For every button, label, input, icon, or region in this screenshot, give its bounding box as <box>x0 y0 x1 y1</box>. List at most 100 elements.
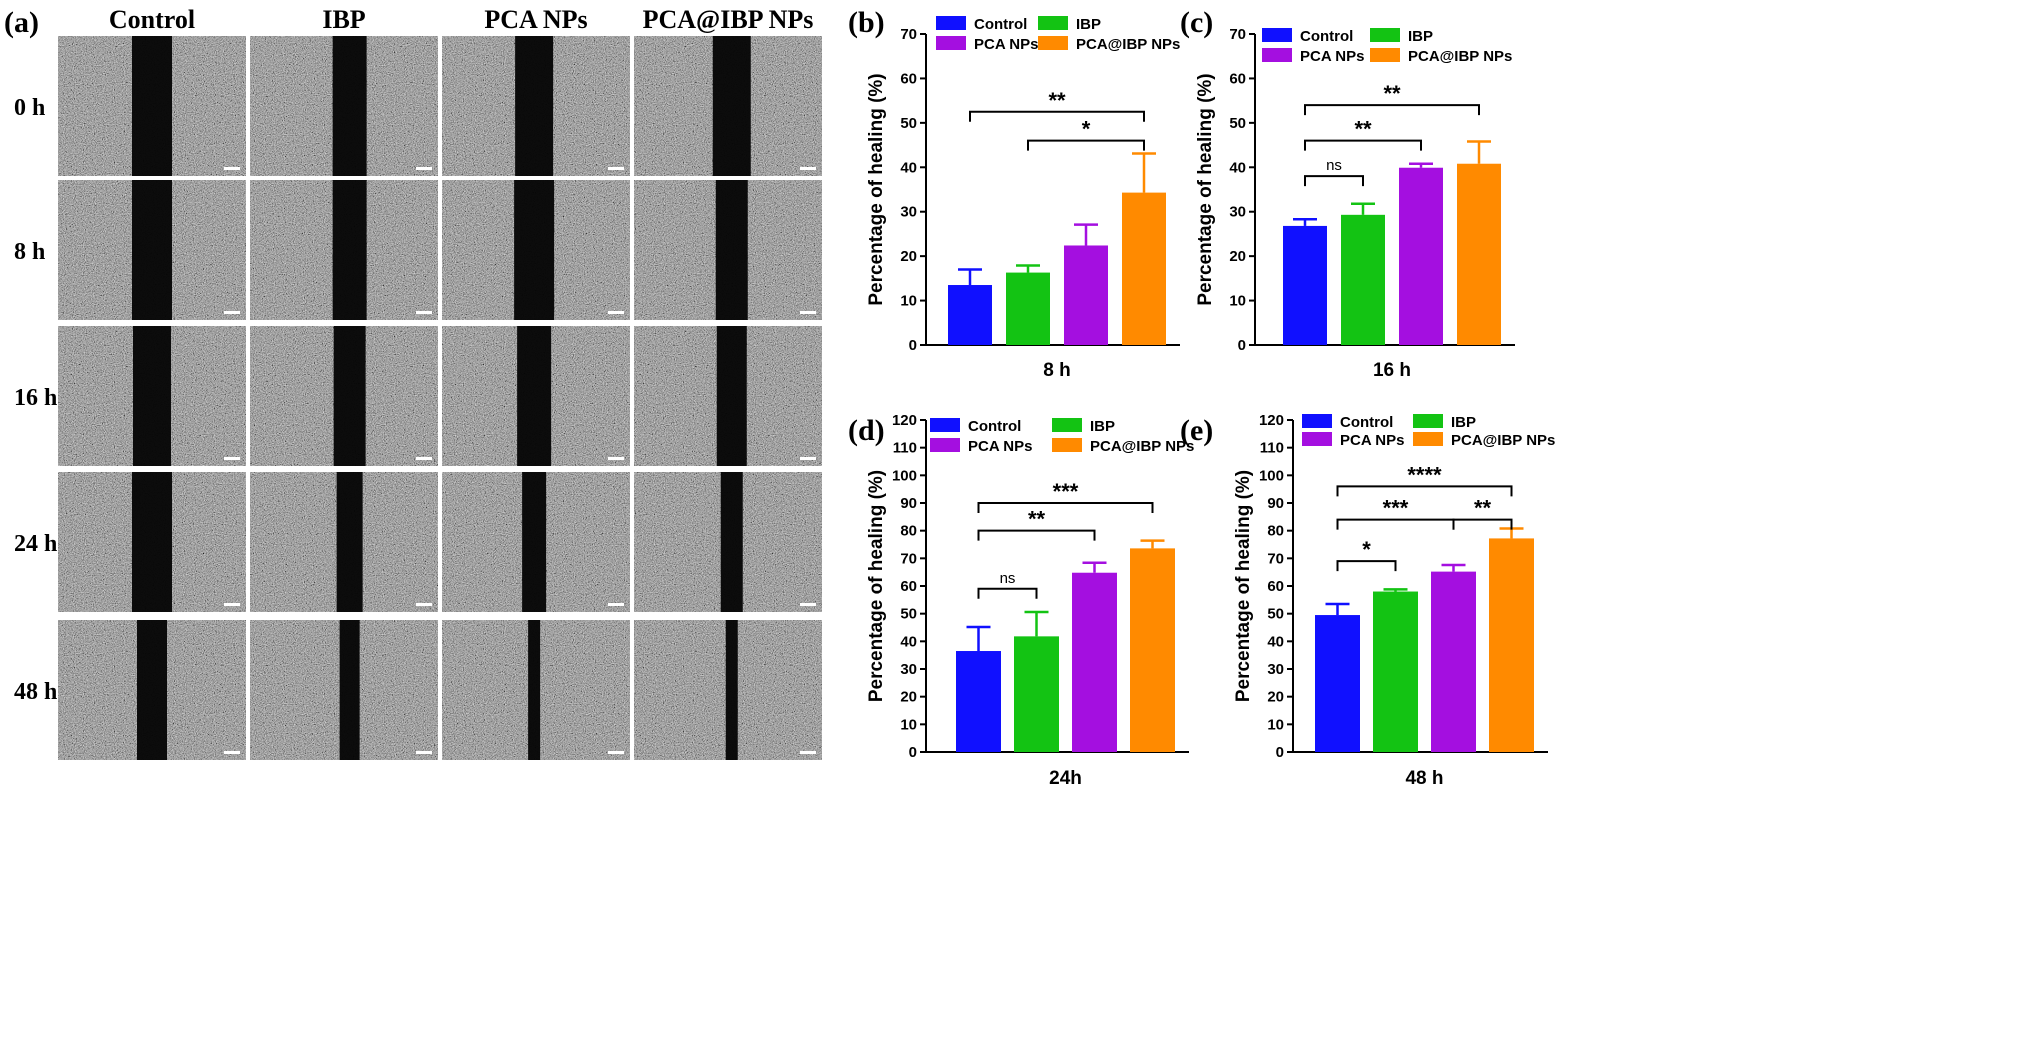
significance-bracket: ns <box>1304 157 1364 187</box>
y-tick-label: 110 <box>1260 440 1284 457</box>
micrograph-column-header: PCA NPs <box>484 5 587 34</box>
scratch-gap <box>720 472 743 612</box>
scratch-gap <box>517 326 552 466</box>
y-tick-label: 10 <box>900 716 917 733</box>
legend-entry: IBP <box>1370 28 1433 45</box>
y-tick-label: 40 <box>1267 633 1284 650</box>
legend-label: IBP <box>1451 414 1476 431</box>
bar <box>1399 167 1443 345</box>
significance-bracket: *** <box>977 479 1154 513</box>
scratch-gap <box>137 620 167 760</box>
scratch-gap <box>522 472 547 612</box>
bar <box>1072 572 1117 752</box>
significance-label: * <box>1362 537 1371 562</box>
scratch-gap <box>712 36 751 176</box>
y-tick-label: 110 <box>893 440 917 457</box>
scale-bar <box>416 167 432 170</box>
x-axis-label: 48 h <box>1405 768 1443 789</box>
legend-swatch <box>1370 48 1400 62</box>
legend-entry: IBP <box>1038 16 1101 33</box>
y-tick-label: 40 <box>900 633 917 650</box>
bar-chart: (e) 0 10 20 30 40 50 60 70 80 90 100 110 120 Percentag… <box>1180 412 1555 789</box>
micrograph-image <box>58 620 246 760</box>
y-tick-label: 100 <box>892 467 917 484</box>
scratch-gap <box>336 472 363 612</box>
micrograph-image <box>58 36 246 176</box>
micrograph-image <box>442 180 630 320</box>
legend-label: Control <box>1340 414 1393 431</box>
legend-swatch <box>1302 414 1332 428</box>
scratch-gap <box>514 180 555 320</box>
significance-bracket: **** <box>1336 462 1513 497</box>
legend-entry: PCA NPs <box>1302 432 1404 449</box>
legend-entry: PCA@IBP NPs <box>1413 432 1555 449</box>
legend-swatch <box>1038 36 1068 50</box>
y-axis-label: Percentage of healing (%) <box>866 73 887 305</box>
significance-bracket: * <box>1336 537 1397 572</box>
significance-bracket: ** <box>1452 496 1513 530</box>
chart-panel-label: (b) <box>848 6 885 39</box>
legend-label: Control <box>1300 28 1353 45</box>
y-tick-label: 40 <box>900 159 917 176</box>
micrograph-image <box>250 326 438 466</box>
micrograph-row-label: 24 h <box>14 531 57 557</box>
bar <box>1014 636 1059 752</box>
scale-bar <box>224 457 240 460</box>
legend-label: PCA@IBP NPs <box>1090 438 1194 455</box>
scale-bar <box>608 457 624 460</box>
micrograph-image <box>634 180 822 320</box>
scratch-gap <box>132 36 172 176</box>
legend-swatch <box>1038 16 1068 30</box>
significance-bracket: * <box>1027 117 1145 151</box>
legend-entry: Control <box>930 418 1021 435</box>
x-axis-label: 24h <box>1049 768 1082 789</box>
micrograph-image <box>634 620 822 760</box>
significance-label: **** <box>1407 462 1442 487</box>
y-tick-label: 10 <box>1229 293 1246 310</box>
micrograph-image <box>634 36 822 176</box>
micrograph-image <box>58 472 246 612</box>
scale-bar <box>224 603 240 606</box>
x-axis-label: 8 h <box>1043 360 1070 381</box>
significance-label: *** <box>1053 479 1079 504</box>
legend-label: PCA@IBP NPs <box>1451 432 1555 449</box>
scale-bar <box>800 751 816 754</box>
scratch-gap <box>515 36 554 176</box>
y-tick-label: 0 <box>909 337 917 354</box>
scratch-gap <box>715 180 748 320</box>
legend-swatch <box>1413 432 1443 446</box>
scale-bar <box>224 311 240 314</box>
x-axis-label: 16 h <box>1373 360 1411 381</box>
legend-entry: Control <box>1302 414 1393 431</box>
scale-bar <box>416 311 432 314</box>
legend-label: PCA@IBP NPs <box>1408 48 1512 65</box>
bar <box>1064 245 1108 345</box>
legend-swatch <box>1262 48 1292 62</box>
scale-bar <box>224 751 240 754</box>
scratch-gap <box>528 620 541 760</box>
micrograph-column-header: IBP <box>322 5 365 34</box>
y-tick-label: 20 <box>1229 248 1246 265</box>
micrograph-row-label: 0 h <box>14 95 45 121</box>
legend-label: PCA NPs <box>968 438 1032 455</box>
y-tick-label: 20 <box>900 248 917 265</box>
legend-swatch <box>1370 28 1400 42</box>
scale-bar <box>416 457 432 460</box>
y-tick-label: 10 <box>900 293 917 310</box>
y-tick-label: 30 <box>900 661 917 678</box>
scale-bar <box>800 457 816 460</box>
micrograph-column-header: PCA@IBP NPs <box>643 5 814 34</box>
scratch-gap <box>339 620 360 760</box>
significance-bracket: ** <box>969 88 1145 122</box>
scale-bar <box>608 751 624 754</box>
y-axis-label: Percentage of healing (%) <box>1195 73 1216 305</box>
legend-swatch <box>1302 432 1332 446</box>
legend-entry: PCA NPs <box>1262 48 1364 65</box>
significance-label: ns <box>1326 157 1342 174</box>
scratch-gap <box>333 326 366 466</box>
legend-swatch <box>1262 28 1292 42</box>
y-tick-label: 10 <box>1267 716 1284 733</box>
y-tick-label: 0 <box>1276 744 1284 761</box>
legend-entry: PCA NPs <box>930 438 1032 455</box>
